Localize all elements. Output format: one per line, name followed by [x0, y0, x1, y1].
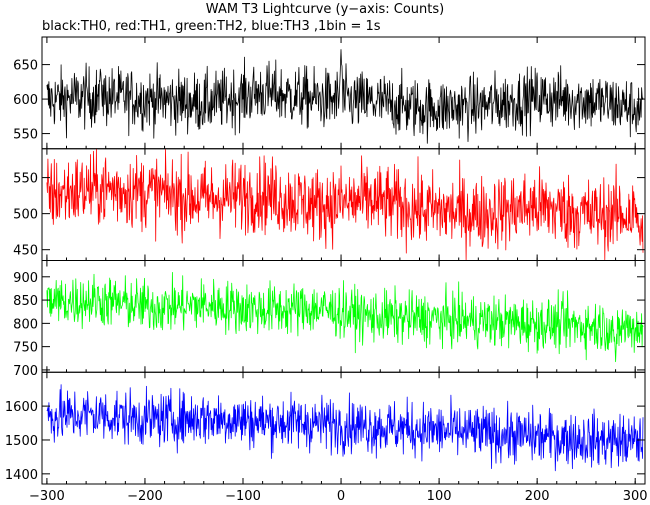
chart-subtitle: black:TH0, red:TH1, green:TH2, blue:TH3 …	[42, 19, 381, 34]
y-tick-label: 450	[13, 244, 38, 259]
y-tick-label: 750	[13, 341, 38, 356]
y-tick-label: 500	[13, 208, 38, 223]
series-line-th3	[46, 384, 644, 472]
y-tick-label: 650	[13, 59, 38, 74]
x-tick-label: 0	[337, 489, 345, 504]
chart-title: WAM T3 Lightcurve (y−axis: Counts)	[205, 2, 445, 17]
y-tick-label: 1500	[5, 434, 38, 449]
y-tick-label: 800	[13, 317, 38, 332]
x-tick-label: −200	[127, 489, 163, 504]
series-line-th0	[46, 49, 644, 144]
x-tick-label: 300	[623, 489, 648, 504]
y-tick-label: 700	[13, 364, 38, 379]
x-tick-label: −100	[225, 489, 261, 504]
y-tick-label: 900	[13, 271, 38, 286]
y-tick-label: 550	[13, 172, 38, 187]
y-tick-label: 1400	[5, 468, 38, 483]
y-tick-label: 600	[13, 93, 38, 108]
series-line-th1	[46, 149, 644, 261]
y-tick-label: 550	[13, 128, 38, 143]
x-tick-label: −300	[29, 489, 65, 504]
x-tick-label: 200	[525, 489, 550, 504]
y-tick-label: 1600	[5, 400, 38, 415]
series-line-th2	[46, 271, 644, 363]
y-tick-label: 850	[13, 294, 38, 309]
x-tick-label: 100	[427, 489, 452, 504]
panel-frame-th3	[41, 371, 646, 485]
